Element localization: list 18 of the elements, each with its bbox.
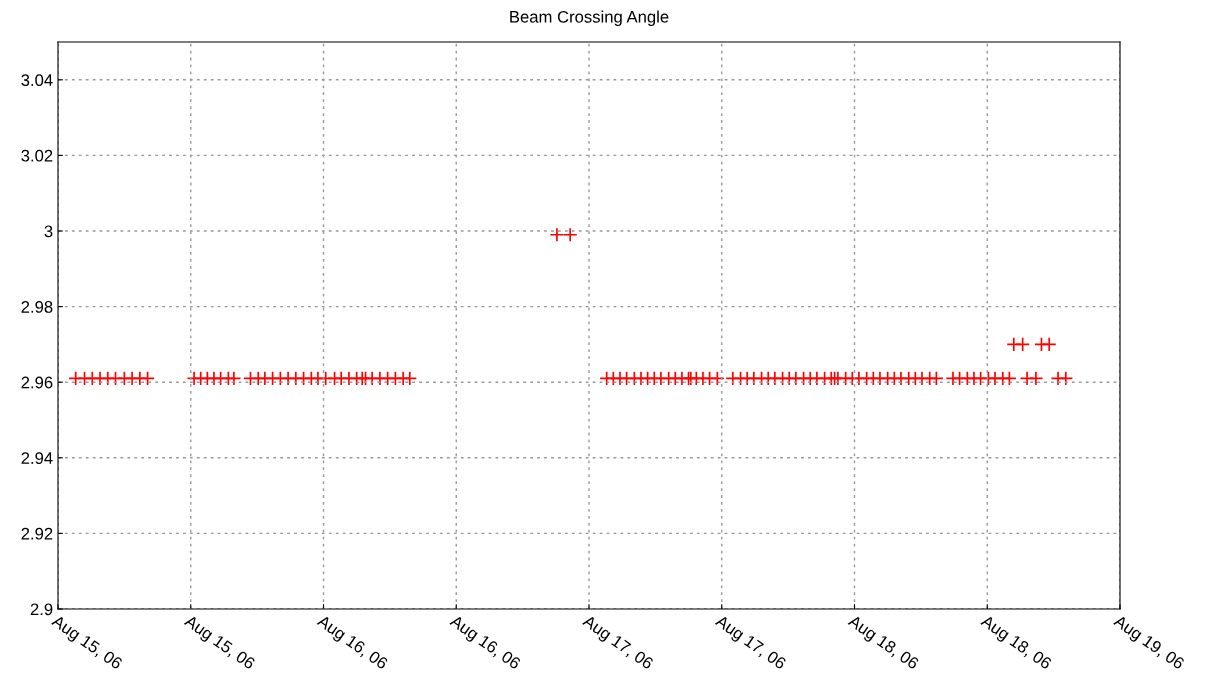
- y-tick-label: 2.98: [21, 301, 53, 313]
- y-tick-label: 2.96: [21, 376, 53, 389]
- y-tick-label: 2.94: [21, 452, 53, 464]
- x-tick-label: Aug 15, 06: [49, 614, 124, 673]
- x-tick-label: Aug 18, 06: [845, 614, 920, 673]
- x-tick-label: Aug 16, 06: [447, 614, 522, 673]
- y-tick-label: 3.02: [21, 149, 53, 162]
- y-tick-label: 2.92: [21, 527, 53, 540]
- x-tick-label: Aug 17, 06: [580, 614, 655, 673]
- y-tick-label: 3.04: [21, 74, 53, 86]
- x-tick-label: Aug 18, 06: [978, 614, 1053, 673]
- x-tick-label: Aug 15, 06: [181, 614, 256, 673]
- chart-title: Beam Crossing Angle: [510, 10, 669, 27]
- x-tick-label: Aug 16, 06: [314, 614, 389, 673]
- y-tick-label: 3: [44, 225, 53, 238]
- x-tick-label: Aug 19, 06: [1111, 614, 1186, 673]
- x-tick-label: Aug 17, 06: [712, 614, 787, 673]
- y-tick-label: 2.9: [30, 603, 53, 616]
